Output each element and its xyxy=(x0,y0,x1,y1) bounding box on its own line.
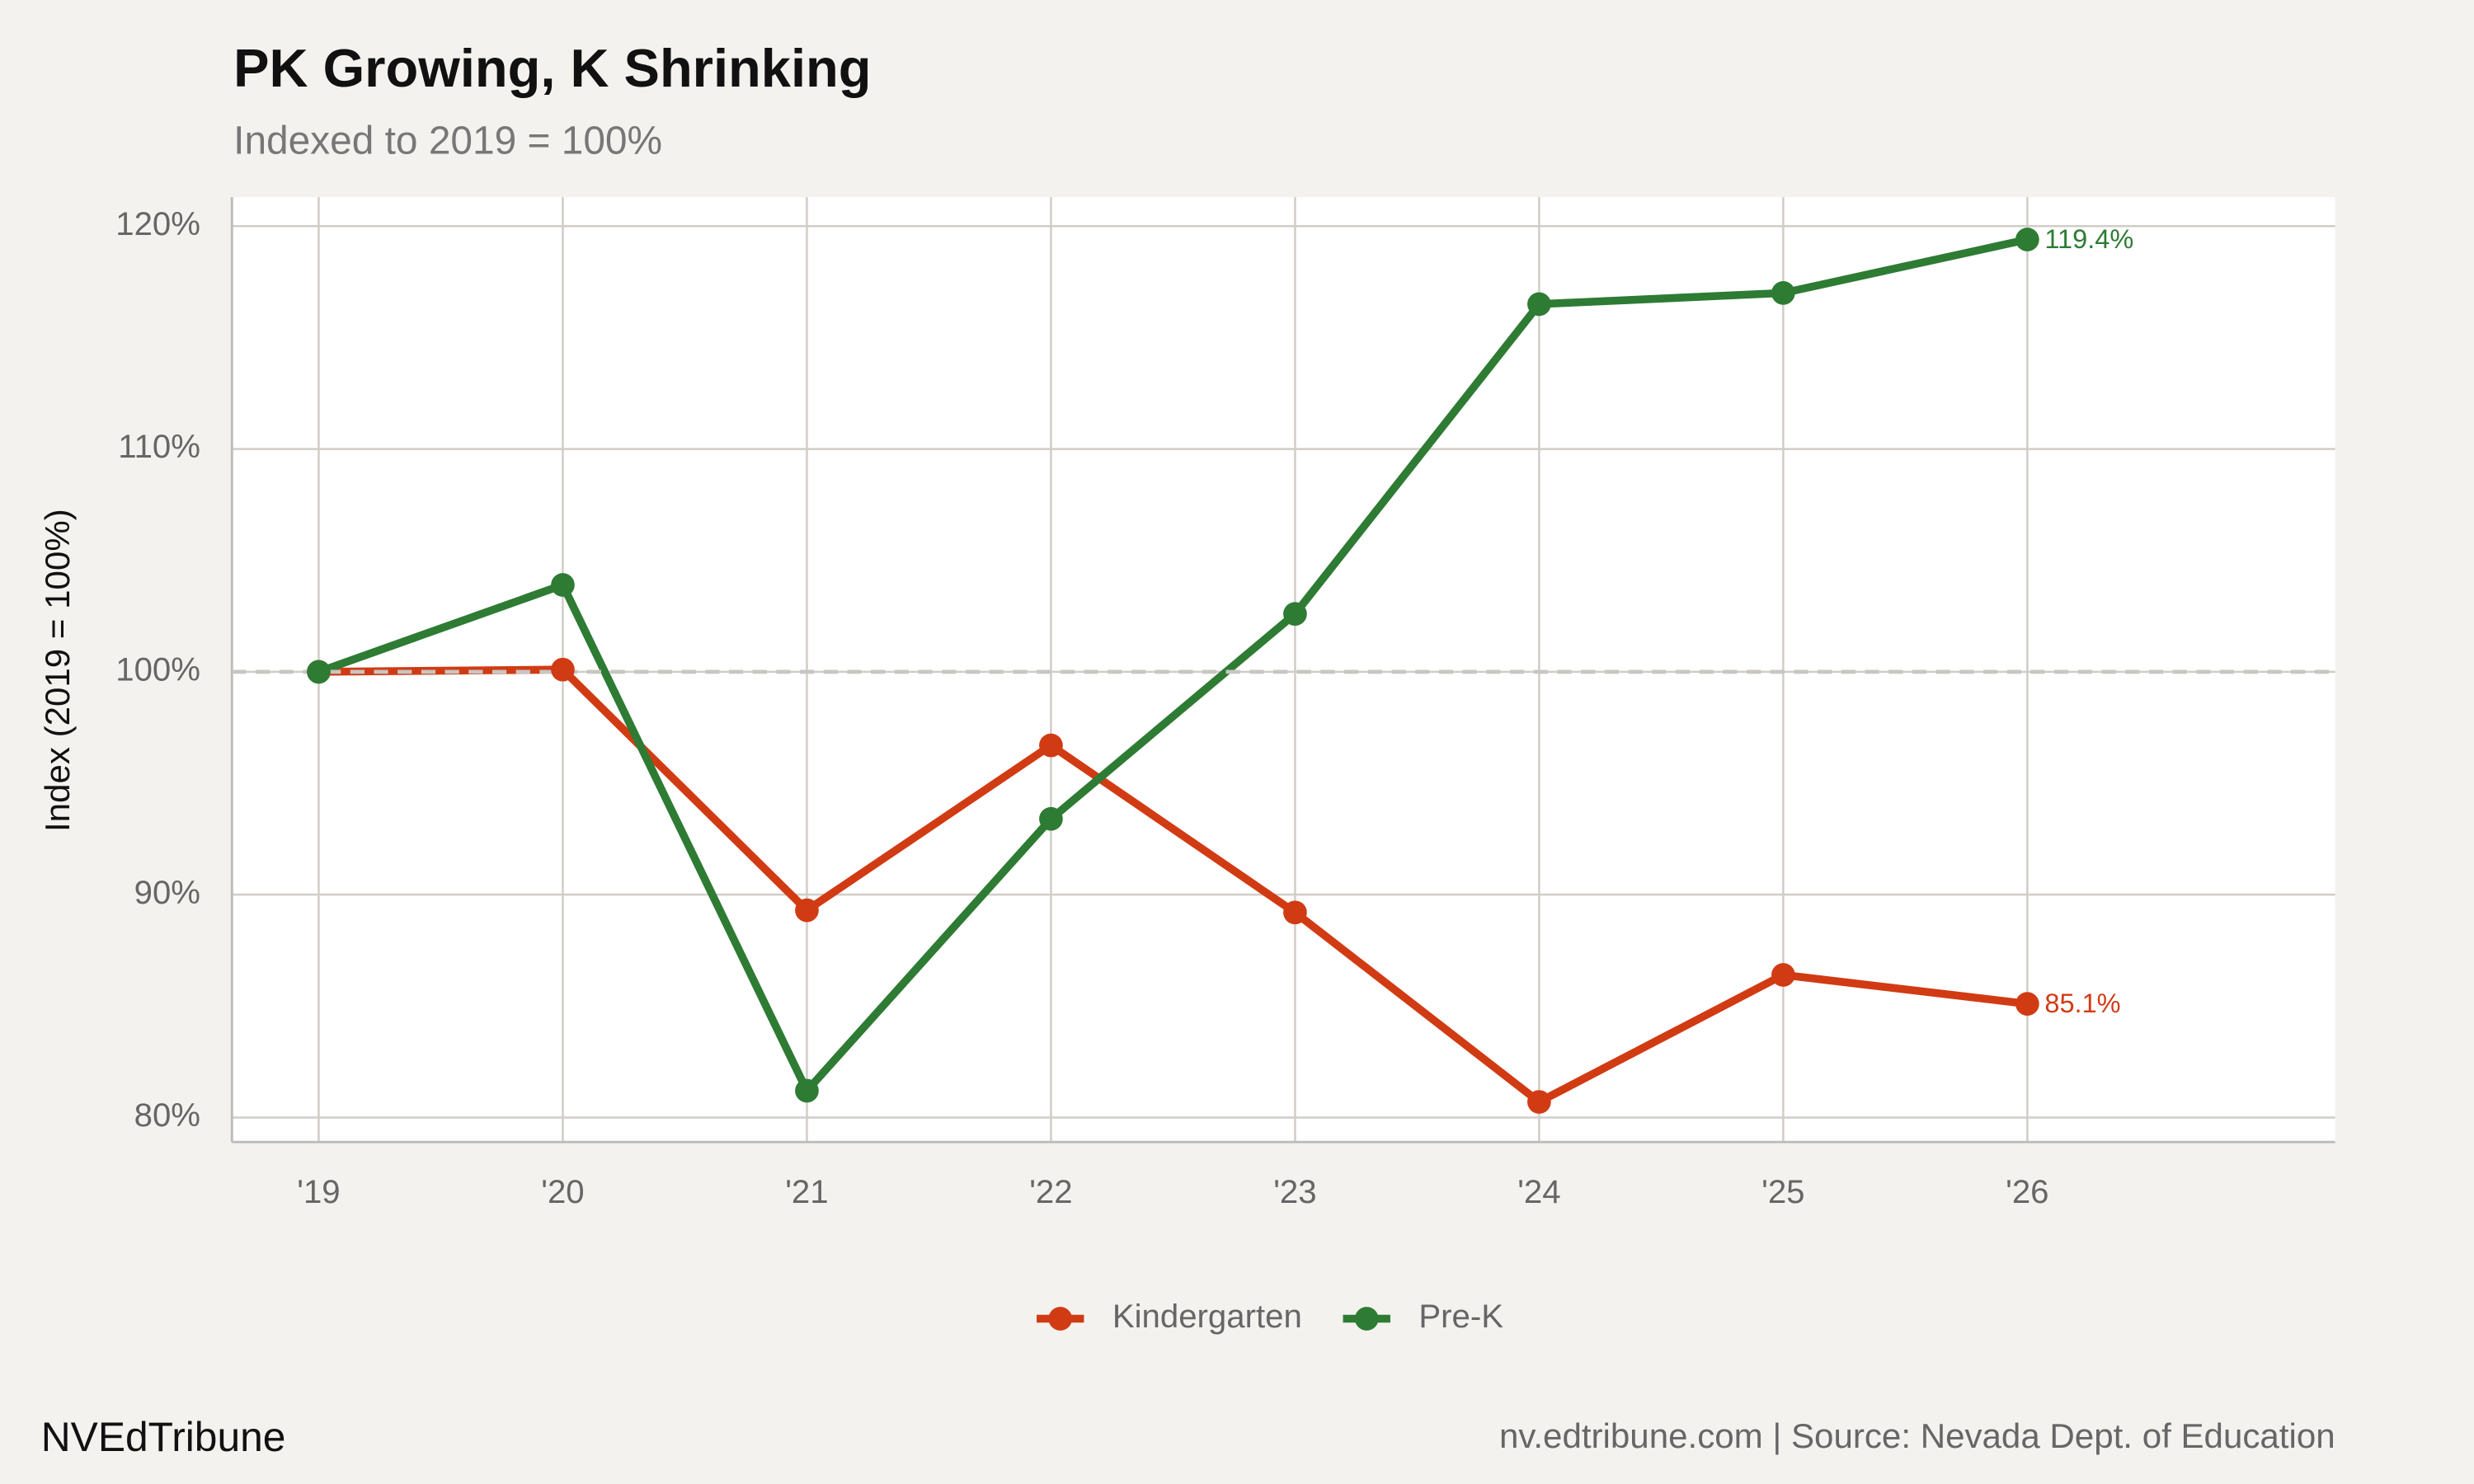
data-point xyxy=(551,657,575,682)
data-point xyxy=(1527,1090,1551,1114)
legend-swatch xyxy=(1048,1307,1073,1331)
data-point xyxy=(1283,602,1307,626)
x-tick-label: '22 xyxy=(1029,1173,1072,1210)
chart-title: PK Growing, K Shrinking xyxy=(233,38,871,98)
x-tick-label: '26 xyxy=(2006,1173,2048,1210)
y-axis-label: Index (2019 = 100%) xyxy=(38,509,77,832)
x-tick-label: '25 xyxy=(1761,1173,1804,1210)
data-point xyxy=(1283,900,1307,925)
series-line xyxy=(317,235,2029,1095)
y-tick-label: 90% xyxy=(134,874,200,911)
data-point xyxy=(1527,292,1551,317)
value-label: 119.4% xyxy=(2044,224,2133,254)
data-point xyxy=(1771,281,1795,305)
x-tick-label: '24 xyxy=(1517,1173,1560,1210)
data-point xyxy=(1771,963,1795,987)
data-point xyxy=(1039,806,1063,831)
data-point xyxy=(795,1078,819,1103)
plot-panel xyxy=(232,197,2335,1143)
brand: NVEdTribune xyxy=(41,1414,286,1460)
legend-label: Pre-K xyxy=(1418,1298,1503,1335)
x-tick-label: '20 xyxy=(541,1173,584,1210)
y-tick-label: 100% xyxy=(115,650,200,688)
data-point xyxy=(795,898,819,923)
legend-label: Kindergarten xyxy=(1112,1298,1302,1335)
data-point xyxy=(1039,733,1063,758)
x-tick-label: '21 xyxy=(785,1173,828,1210)
data-point xyxy=(2015,992,2039,1016)
chart-subtitle: Indexed to 2019 = 100% xyxy=(233,120,662,163)
data-point xyxy=(551,573,575,597)
y-tick-label: 110% xyxy=(118,428,200,465)
y-tick-label: 120% xyxy=(115,205,200,242)
data-point xyxy=(2015,228,2039,251)
data-point xyxy=(307,660,331,684)
legend-swatch xyxy=(1354,1307,1379,1331)
y-tick-label: 80% xyxy=(134,1097,200,1134)
x-tick-label: '23 xyxy=(1273,1173,1316,1210)
x-tick-label: '19 xyxy=(297,1173,340,1210)
series-line xyxy=(318,665,2028,1106)
value-label: 85.1% xyxy=(2044,989,2120,1018)
source: nv.edtribune.com | Source: Nevada Dept. … xyxy=(1499,1416,2335,1455)
